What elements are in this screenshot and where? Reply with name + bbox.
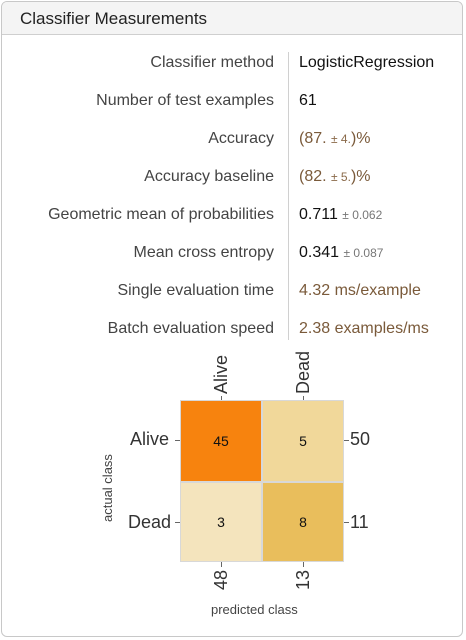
measurement-row: Classifier method LogisticRegression (2, 46, 462, 84)
column-total-tick (221, 562, 222, 567)
matrix-cell-alive-dead: 5 (262, 400, 344, 482)
column-total-alive: 48 (211, 569, 231, 590)
column-tick (303, 396, 304, 401)
measurement-value-main: 0.711 (299, 206, 343, 223)
column-total-dead: 13 (293, 569, 313, 590)
column-label-dead: Dead (293, 350, 313, 394)
matrix-cell-dead-alive: 3 (180, 482, 262, 562)
measurement-label: Accuracy (208, 130, 274, 147)
measurement-value-main: 2.38 examples/ms (299, 320, 429, 337)
panel-header: Classifier Measurements (2, 2, 462, 35)
measurement-label: Number of test examples (96, 92, 274, 109)
column-total-tick (303, 562, 304, 567)
measurement-suffix: )% (350, 130, 371, 147)
column-tick (221, 396, 222, 401)
measurement-suffix: )% (350, 168, 371, 185)
measurement-label: Geometric mean of probabilities (48, 206, 274, 223)
row-total-tick (344, 440, 349, 441)
measurement-row: Single evaluation time 4.32 ms/example (2, 274, 462, 312)
measurement-value-main: 0.341 (299, 244, 344, 261)
matrix-cell-dead-dead: 8 (262, 482, 344, 562)
measurement-value: (82. ± 5.)% (299, 168, 371, 186)
measurement-uncertainty: ± 0.087 (343, 246, 384, 260)
measurement-value: 4.32 ms/example (299, 282, 421, 300)
measurement-value: 0.341 ± 0.087 (299, 244, 383, 262)
measurement-value-main: 61 (299, 92, 317, 109)
measurement-row: Geometric mean of probabilities 0.711 ± 0… (2, 198, 462, 236)
measurement-value-main: (82. (299, 168, 332, 185)
measurement-row: Mean cross entropy 0.341 ± 0.087 (2, 236, 462, 274)
row-total-alive: 50 (350, 429, 371, 449)
row-tick (175, 522, 180, 523)
column-label-alive: Alive (211, 354, 231, 394)
measurement-row: Accuracy baseline (82. ± 5.)% (2, 160, 462, 198)
row-tick (175, 440, 180, 441)
row-label-alive: Alive (130, 429, 170, 449)
measurement-value: 61 (299, 92, 317, 110)
row-total-tick (344, 522, 349, 523)
measurement-label: Classifier method (150, 54, 274, 71)
column-divider (288, 52, 289, 340)
measurement-row: Number of test examples 61 (2, 84, 462, 122)
measurement-label: Single evaluation time (117, 282, 274, 299)
measurement-uncertainty: ± 0.062 (342, 208, 383, 222)
confusion-matrix: Alive Dead 45 5 3 8 Alive Dead 50 11 48 … (2, 340, 462, 636)
measurement-value-main: LogisticRegression (299, 54, 435, 71)
measurement-label: Accuracy baseline (144, 168, 274, 185)
matrix-cell-alive-alive: 45 (180, 400, 262, 482)
measurement-row: Accuracy (87. ± 4.)% (2, 122, 462, 160)
measurement-value: 0.711 ± 0.062 (299, 206, 382, 224)
measurement-value-main: (87. (299, 130, 332, 147)
measurement-value: (87. ± 4.)% (299, 130, 371, 148)
measurement-uncertainty: ± 4. (331, 132, 351, 146)
measurement-value-main: 4.32 ms/example (299, 282, 421, 299)
measurement-row: Batch evaluation speed 2.38 examples/ms (2, 312, 462, 350)
measurement-value: LogisticRegression (299, 54, 434, 72)
row-total-dead: 11 (350, 512, 369, 532)
y-axis-title: actual class (100, 454, 115, 522)
measurement-label: Batch evaluation speed (107, 320, 274, 337)
measurement-uncertainty: ± 5. (331, 170, 351, 184)
panel-title: Classifier Measurements (20, 9, 208, 28)
measurements-table: Classifier method LogisticRegression Numbe… (2, 46, 462, 350)
measurement-label: Mean cross entropy (133, 244, 274, 261)
x-axis-title: predicted class (211, 602, 298, 617)
row-label-dead: Dead (128, 512, 172, 532)
measurement-value: 2.38 examples/ms (299, 320, 429, 338)
